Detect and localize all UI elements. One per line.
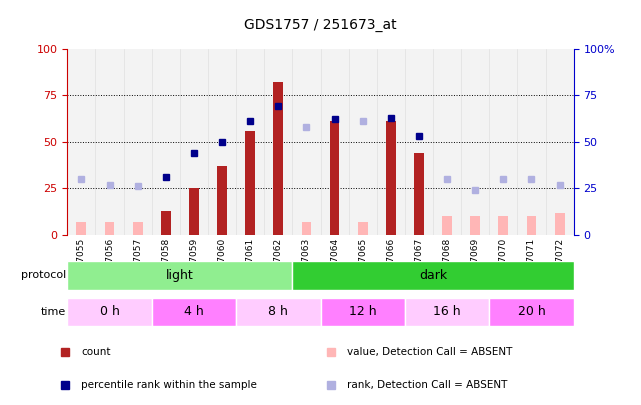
Bar — [320, 298, 405, 326]
Bar — [329, 121, 340, 235]
Bar — [189, 188, 199, 235]
Bar — [236, 298, 320, 326]
Bar — [526, 216, 537, 235]
Bar — [489, 49, 517, 235]
Bar — [96, 49, 124, 235]
Text: percentile rank within the sample: percentile rank within the sample — [81, 380, 257, 390]
Bar — [386, 121, 395, 235]
Text: light: light — [166, 269, 194, 282]
Bar — [414, 153, 424, 235]
Bar — [489, 298, 574, 326]
Text: time: time — [40, 307, 66, 317]
Bar — [152, 298, 236, 326]
Bar — [377, 49, 405, 235]
Bar — [236, 49, 264, 235]
Bar — [349, 49, 377, 235]
Bar — [161, 211, 171, 235]
Bar — [301, 222, 312, 235]
Bar — [292, 261, 574, 290]
Bar — [246, 130, 255, 235]
Bar — [152, 49, 180, 235]
Text: 0 h: 0 h — [99, 305, 119, 318]
Bar — [461, 49, 489, 235]
Bar — [442, 216, 452, 235]
Text: count: count — [81, 347, 111, 357]
Bar — [67, 261, 292, 290]
Text: 12 h: 12 h — [349, 305, 376, 318]
Bar — [517, 49, 545, 235]
Bar — [320, 49, 349, 235]
Bar — [67, 49, 96, 235]
Bar — [264, 49, 292, 235]
Text: rank, Detection Call = ABSENT: rank, Detection Call = ABSENT — [347, 380, 508, 390]
Bar — [554, 213, 565, 235]
Bar — [133, 222, 142, 235]
Bar — [405, 49, 433, 235]
Text: 16 h: 16 h — [433, 305, 461, 318]
Bar — [292, 49, 320, 235]
Text: 4 h: 4 h — [184, 305, 204, 318]
Text: value, Detection Call = ABSENT: value, Detection Call = ABSENT — [347, 347, 512, 357]
Text: 20 h: 20 h — [518, 305, 545, 318]
Bar — [405, 298, 489, 326]
Bar — [433, 49, 461, 235]
Bar — [499, 216, 508, 235]
Bar — [273, 82, 283, 235]
Bar — [545, 49, 574, 235]
Bar — [104, 222, 115, 235]
Text: dark: dark — [419, 269, 447, 282]
Bar — [67, 298, 152, 326]
Text: 8 h: 8 h — [269, 305, 288, 318]
Bar — [470, 216, 480, 235]
Bar — [76, 222, 87, 235]
Bar — [124, 49, 152, 235]
Bar — [358, 222, 368, 235]
Bar — [217, 166, 227, 235]
Bar — [208, 49, 236, 235]
Bar — [180, 49, 208, 235]
Text: protocol: protocol — [21, 271, 66, 280]
Text: GDS1757 / 251673_at: GDS1757 / 251673_at — [244, 18, 397, 32]
